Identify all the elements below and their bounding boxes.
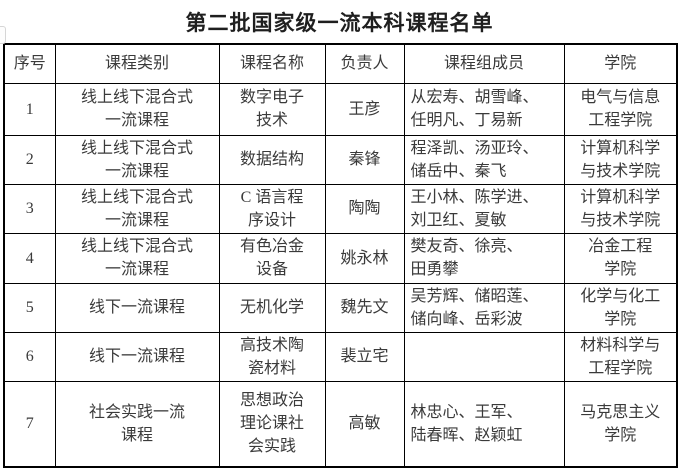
cell-category: 线上线下混合式 一流课程 <box>54 183 220 234</box>
cell-no: 1 <box>3 82 56 136</box>
cell-members <box>403 331 565 382</box>
table-row: 6 线下一流课程 高技术陶 瓷材料 裴立宅 材料科学与 工程学院 <box>3 331 678 382</box>
cell-course: 有色冶金 设备 <box>218 232 326 284</box>
cell-category: 线上线下混合式 一流课程 <box>54 82 220 136</box>
cell-college: 计算机科学 与技术学院 <box>563 183 678 234</box>
cell-no: 4 <box>3 232 56 284</box>
cell-category: 线上线下混合式 一流课程 <box>54 134 220 185</box>
cell-leader: 魏先文 <box>324 282 405 333</box>
table-row: 2 线上线下混合式 一流课程 数据结构 秦锋 程泽凯、汤亚玲、 储岳中、秦飞 计… <box>3 134 678 185</box>
cell-no: 3 <box>3 183 56 234</box>
cell-leader: 王彦 <box>324 82 405 136</box>
cell-leader: 秦锋 <box>324 134 405 185</box>
cell-members: 樊友奇、徐亮、 田勇攀 <box>403 232 565 284</box>
page-title: 第二批国家级一流本科课程名单 <box>185 11 494 35</box>
clipped-ui-fragment <box>0 26 6 44</box>
column-header-course: 课程名称 <box>218 43 326 84</box>
cell-college: 计算机科学 与技术学院 <box>563 134 678 185</box>
cell-leader: 姚永林 <box>324 232 405 284</box>
cell-category: 线下一流课程 <box>54 331 220 382</box>
cell-college: 化学与化工 学院 <box>563 282 678 333</box>
header-row: 序号 课程类别 课程名称 负责人 课程组成员 学院 <box>3 43 678 84</box>
table-row: 3 线上线下混合式 一流课程 C 语言程 序设计 陶陶 王小林、陈学进、 刘卫红… <box>3 183 678 234</box>
cell-category: 线上线下混合式 一流课程 <box>54 232 220 284</box>
column-header-category: 课程类别 <box>54 43 220 84</box>
column-header-college: 学院 <box>563 43 678 84</box>
cell-course: 数据结构 <box>218 134 326 185</box>
cell-leader: 陶陶 <box>324 183 405 234</box>
cell-college: 冶金工程 学院 <box>563 232 678 284</box>
table-row: 1 线上线下混合式 一流课程 数字电子 技术 王彦 从宏寿、胡雪峰、 任明凡、丁… <box>3 82 678 136</box>
cell-members: 吴芳辉、储昭莲、 储向峰、岳彩波 <box>403 282 565 333</box>
cell-course: 数字电子 技术 <box>218 82 326 136</box>
table-row: 7 社会实践一流 课程 思想政治 理论课社 会实践 高敏 林忠心、王军、 陆春晖… <box>3 380 678 468</box>
table-row: 4 线上线下混合式 一流课程 有色冶金 设备 姚永林 樊友奇、徐亮、 田勇攀 冶… <box>3 232 678 284</box>
cell-leader: 裴立宅 <box>324 331 405 382</box>
cell-course: 高技术陶 瓷材料 <box>218 331 326 382</box>
table-row: 5 线下一流课程 无机化学 魏先文 吴芳辉、储昭莲、 储向峰、岳彩波 化学与化工… <box>3 282 678 333</box>
column-header-no: 序号 <box>3 43 56 84</box>
cell-college: 材料科学与 工程学院 <box>563 331 678 382</box>
course-table: 序号 课程类别 课程名称 负责人 课程组成员 学院 1 线上线下混合式 一流课程… <box>3 43 678 468</box>
cell-leader: 高敏 <box>324 380 405 468</box>
cell-no: 6 <box>3 331 56 382</box>
cell-category: 线下一流课程 <box>54 282 220 333</box>
column-header-members: 课程组成员 <box>403 43 565 84</box>
cell-category: 社会实践一流 课程 <box>54 380 220 468</box>
cell-course: 思想政治 理论课社 会实践 <box>218 380 326 468</box>
cell-members: 程泽凯、汤亚玲、 储岳中、秦飞 <box>403 134 565 185</box>
cell-members: 王小林、陈学进、 刘卫红、夏敏 <box>403 183 565 234</box>
cell-college: 马克思主义 学院 <box>563 380 678 468</box>
cell-no: 7 <box>3 380 56 468</box>
cell-no: 5 <box>3 282 56 333</box>
cell-course: C 语言程 序设计 <box>218 183 326 234</box>
column-header-leader: 负责人 <box>324 43 405 84</box>
cell-members: 林忠心、王军、 陆春晖、赵颖虹 <box>403 380 565 468</box>
cell-no: 2 <box>3 134 56 185</box>
cell-course: 无机化学 <box>218 282 326 333</box>
cell-college: 电气与信息 工程学院 <box>563 82 678 136</box>
cell-members: 从宏寿、胡雪峰、 任明凡、丁易新 <box>403 82 565 136</box>
